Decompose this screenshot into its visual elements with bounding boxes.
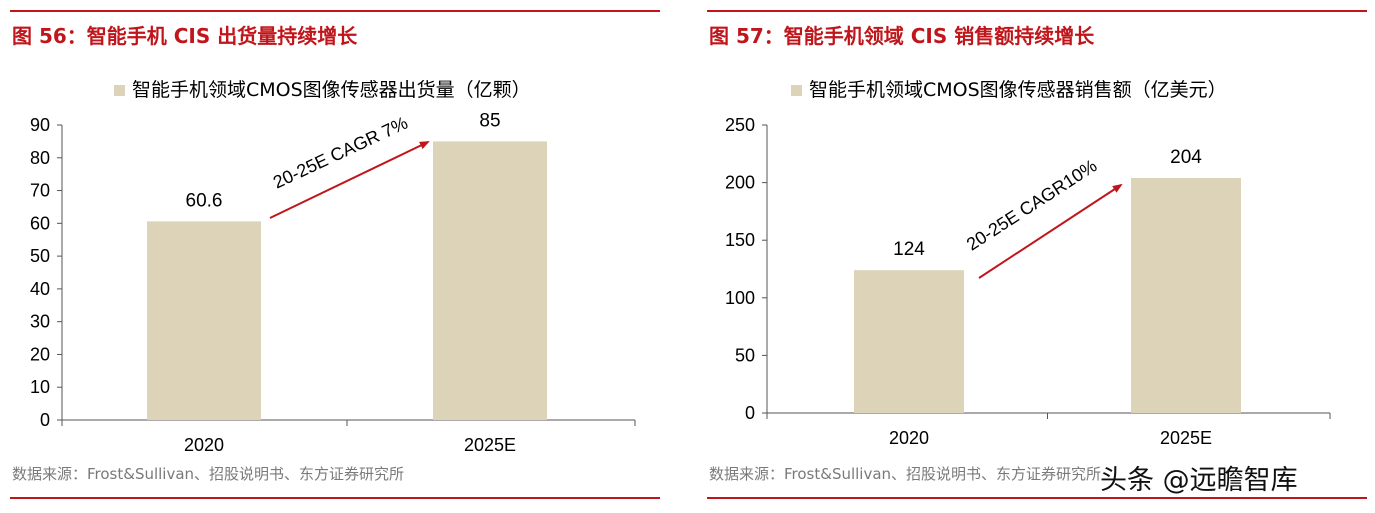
bottom-rule xyxy=(10,497,660,499)
cagr-annotation: 20-25E CAGR10% xyxy=(963,155,1101,254)
y-tick-label: 10 xyxy=(30,377,50,397)
data-label: 60.6 xyxy=(186,190,223,211)
bar-chart-shipments: 智能手机领域CMOS图像传感器出货量（亿颗） 0 10 20 30 40 50 60 70 80 9… xyxy=(30,79,636,455)
y-tick-label: 250 xyxy=(725,115,755,135)
y-tick-label: 60 xyxy=(30,213,50,233)
y-tick-label: 0 xyxy=(745,403,755,423)
x-tick-label: 2025E xyxy=(1160,428,1212,448)
bar xyxy=(854,270,964,413)
y-tick-label: 150 xyxy=(725,230,755,250)
y-tick-label: 70 xyxy=(30,181,50,201)
source-note: 数据来源：Frost&Sullivan、招股说明书、东方证券研究所 xyxy=(709,465,1102,483)
cagr-annotation: 20-25E CAGR 7% xyxy=(270,113,411,193)
bar xyxy=(433,141,547,420)
bar xyxy=(1131,177,1241,413)
growth-arrow xyxy=(978,183,1123,279)
chart-panel-sales: 图 57：智能手机领域 CIS 销售额持续增长 智能手机领域CMOS图像传感器销… xyxy=(697,0,1375,513)
data-label: 204 xyxy=(1170,147,1202,168)
top-rule xyxy=(707,10,1367,12)
y-tick-label: 40 xyxy=(30,279,50,299)
chart-panel-shipments: 图 56：智能手机 CIS 出货量持续增长 智能手机领域CMOS图像传感器出货量… xyxy=(0,0,662,513)
legend-label: 智能手机领域CMOS图像传感器销售额（亿美元） xyxy=(809,79,1227,101)
figure-title: 图 56：智能手机 CIS 出货量持续增长 xyxy=(12,24,358,48)
y-tick-label: 50 xyxy=(735,345,755,365)
top-rule xyxy=(10,10,660,12)
growth-arrow xyxy=(269,141,430,219)
y-tick-label: 30 xyxy=(30,312,50,332)
source-note: 数据来源：Frost&Sullivan、招股说明书、东方证券研究所 xyxy=(12,465,405,483)
data-label: 85 xyxy=(479,110,500,131)
x-tick-label: 2020 xyxy=(184,435,224,455)
y-tick-label: 100 xyxy=(725,288,755,308)
bar xyxy=(147,221,261,420)
legend-swatch xyxy=(791,85,802,96)
y-tick-label: 80 xyxy=(30,148,50,168)
bottom-rule xyxy=(707,497,1367,499)
y-tick-label: 0 xyxy=(40,410,50,430)
legend-label: 智能手机领域CMOS图像传感器出货量（亿颗） xyxy=(132,79,531,101)
legend-swatch xyxy=(114,85,125,96)
y-tick-label: 200 xyxy=(725,173,755,193)
bar-chart-sales: 智能手机领域CMOS图像传感器销售额（亿美元） 0 50 100 150 200 250 12… xyxy=(725,79,1331,448)
data-label: 124 xyxy=(893,239,925,260)
y-tick-label: 90 xyxy=(30,115,50,135)
x-tick-label: 2020 xyxy=(889,428,929,448)
watermark: 头条 @远瞻智库 xyxy=(1100,465,1298,496)
figure-title: 图 57：智能手机领域 CIS 销售额持续增长 xyxy=(709,24,1095,48)
y-tick-label: 20 xyxy=(30,344,50,364)
y-tick-label: 50 xyxy=(30,246,50,266)
x-tick-label: 2025E xyxy=(464,435,516,455)
